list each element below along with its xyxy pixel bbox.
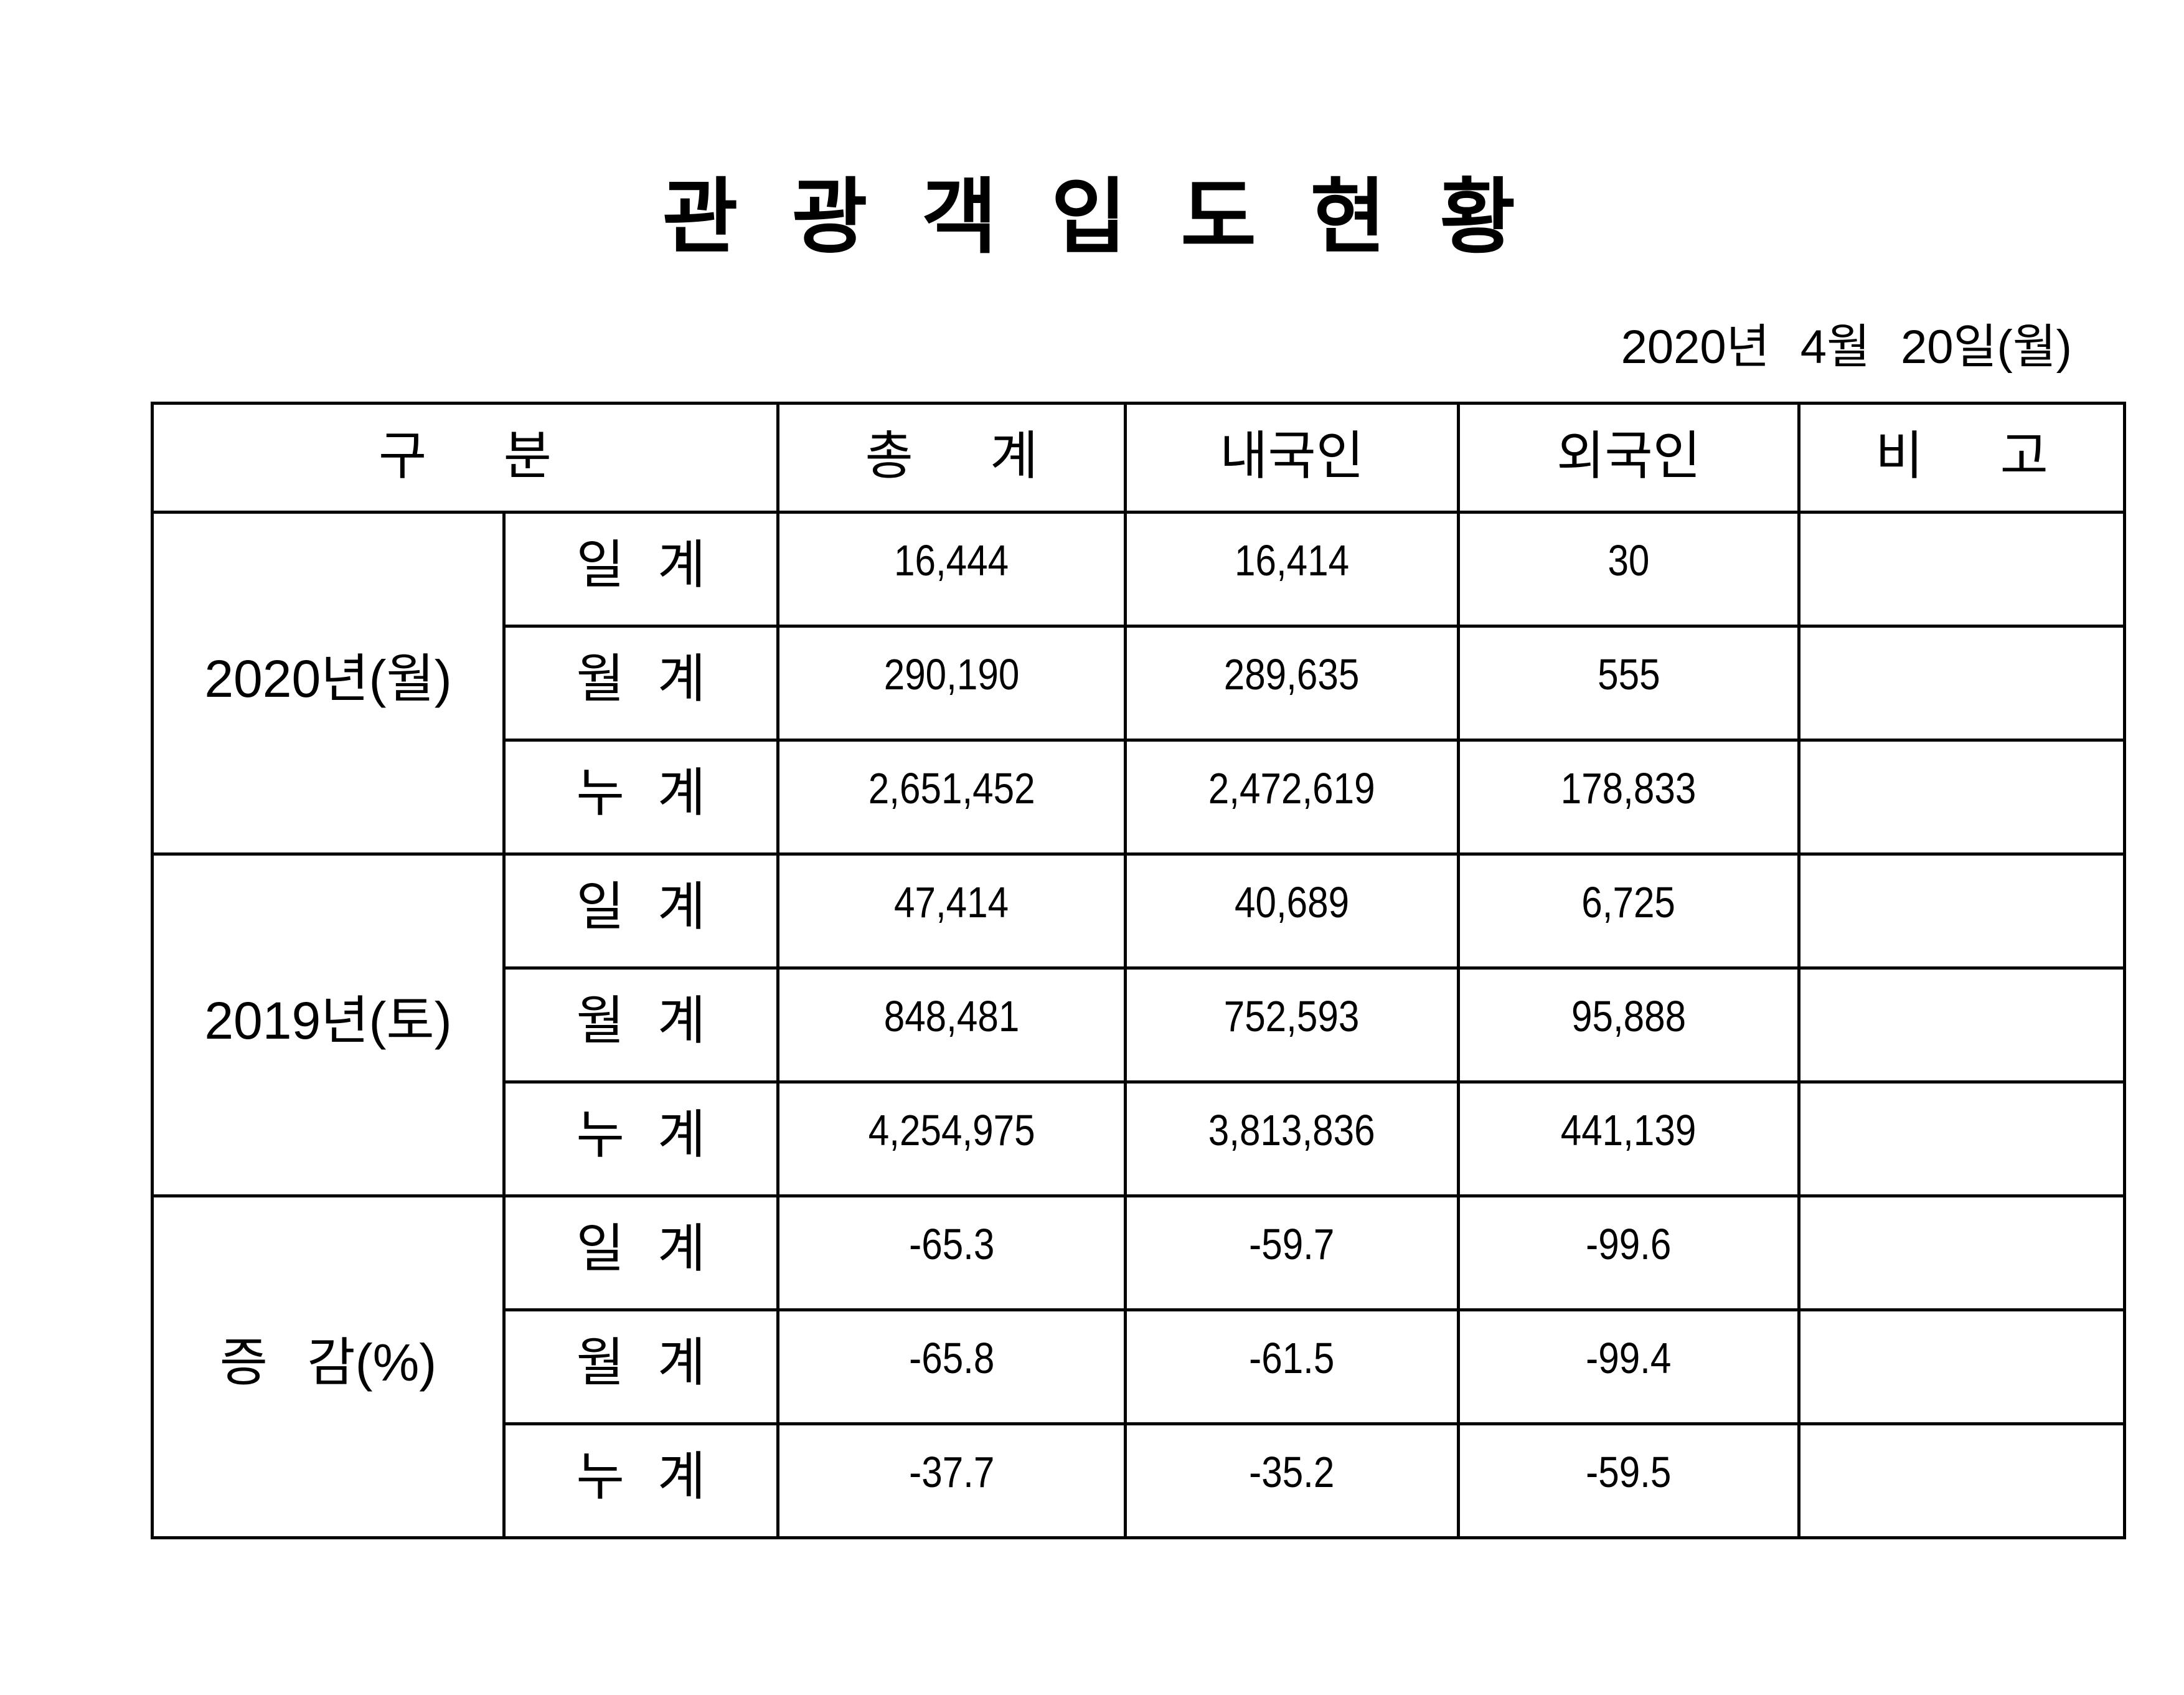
value-cell-foreign: 30 bbox=[1457, 511, 1800, 628]
table-header-row: 구 분 총 계 내국인 외국인 비 고 bbox=[151, 402, 2126, 514]
row-label-monthly: 월 계 bbox=[502, 1308, 779, 1425]
remark-cell bbox=[1797, 852, 2126, 970]
remark-cell bbox=[1797, 511, 2126, 628]
table-row: 누 계 -37.7 -35.2 -59.5 bbox=[153, 1422, 2126, 1539]
value-cell-foreign: 95,888 bbox=[1457, 966, 1800, 1084]
row-label-daily: 일 계 bbox=[502, 511, 779, 628]
value-cell-total: 16,444 bbox=[776, 511, 1127, 628]
header-cell-foreign: 외국인 bbox=[1457, 402, 1800, 514]
value-cell-total: -65.8 bbox=[776, 1308, 1127, 1425]
value-cell-foreign: 6,725 bbox=[1457, 852, 1800, 970]
header-cell-total: 총 계 bbox=[776, 402, 1127, 514]
value-cell-total: -37.7 bbox=[776, 1422, 1127, 1539]
table-row: 월 계 290,190 289,635 555 bbox=[153, 625, 2126, 742]
value-cell-total: 848,481 bbox=[776, 966, 1127, 1084]
tourist-arrival-table: 구 분 총 계 내국인 외국인 비 고 2020년(월) 일 계 16,444 … bbox=[151, 402, 2126, 1539]
remark-cell bbox=[1797, 1422, 2126, 1539]
value-cell-domestic: 752,593 bbox=[1124, 966, 1460, 1084]
remark-cell bbox=[1797, 625, 2126, 742]
report-date: 2020년 4월 20일(월) bbox=[1621, 321, 2072, 374]
table-row: 월 계 848,481 752,593 95,888 bbox=[153, 966, 2126, 1084]
value-cell-foreign: -99.6 bbox=[1457, 1194, 1800, 1311]
row-label-daily: 일 계 bbox=[502, 852, 779, 970]
group-label-change: 증 감(%) bbox=[151, 1194, 506, 1539]
value-cell-domestic: 16,414 bbox=[1124, 511, 1460, 628]
value-cell-domestic: 3,813,836 bbox=[1124, 1080, 1460, 1197]
header-cell-category: 구 분 bbox=[151, 402, 779, 514]
value-cell-total: -65.3 bbox=[776, 1194, 1127, 1311]
value-cell-total: 290,190 bbox=[776, 625, 1127, 742]
value-cell-foreign: 441,139 bbox=[1457, 1080, 1800, 1197]
remark-cell bbox=[1797, 1080, 2126, 1197]
group-label-2020: 2020년(월) bbox=[151, 511, 506, 856]
remark-cell bbox=[1797, 1308, 2126, 1425]
value-cell-foreign: -99.4 bbox=[1457, 1308, 1800, 1425]
header-cell-domestic: 내국인 bbox=[1124, 402, 1460, 514]
row-label-cumulative: 누 계 bbox=[502, 1422, 779, 1539]
value-cell-foreign: -59.5 bbox=[1457, 1422, 1800, 1539]
value-cell-domestic: -59.7 bbox=[1124, 1194, 1460, 1311]
remark-cell bbox=[1797, 966, 2126, 1084]
group-label-2019: 2019년(토) bbox=[151, 852, 506, 1197]
table-row: 월 계 -65.8 -61.5 -99.4 bbox=[153, 1308, 2126, 1425]
row-label-monthly: 월 계 bbox=[502, 625, 779, 742]
value-cell-total: 2,651,452 bbox=[776, 739, 1127, 856]
table-row: 2020년(월) 일 계 16,444 16,414 30 bbox=[151, 511, 2126, 856]
value-cell-domestic: 40,689 bbox=[1124, 852, 1460, 970]
row-label-cumulative: 누 계 bbox=[502, 1080, 779, 1197]
remark-cell bbox=[1797, 1194, 2126, 1311]
value-cell-domestic: -61.5 bbox=[1124, 1308, 1460, 1425]
row-label-monthly: 월 계 bbox=[502, 966, 779, 1084]
value-cell-domestic: 289,635 bbox=[1124, 625, 1460, 742]
remark-cell bbox=[1797, 739, 2126, 856]
page-title: 관 광 객 입 도 현 황 bbox=[662, 171, 1522, 263]
value-cell-domestic: -35.2 bbox=[1124, 1422, 1460, 1539]
table-row: 누 계 2,651,452 2,472,619 178,833 bbox=[153, 739, 2126, 856]
value-cell-total: 4,254,975 bbox=[776, 1080, 1127, 1197]
table-row: 2019년(토) 일 계 47,414 40,689 6,725 bbox=[151, 852, 2126, 1197]
value-cell-foreign: 555 bbox=[1457, 625, 1800, 742]
row-label-cumulative: 누 계 bbox=[502, 739, 779, 856]
table-row: 누 계 4,254,975 3,813,836 441,139 bbox=[153, 1080, 2126, 1197]
header-cell-remark: 비 고 bbox=[1797, 402, 2126, 514]
value-cell-foreign: 178,833 bbox=[1457, 739, 1800, 856]
value-cell-total: 47,414 bbox=[776, 852, 1127, 970]
value-cell-domestic: 2,472,619 bbox=[1124, 739, 1460, 856]
table-row: 증 감(%) 일 계 -65.3 -59.7 -99.6 bbox=[151, 1194, 2126, 1539]
row-label-daily: 일 계 bbox=[502, 1194, 779, 1311]
